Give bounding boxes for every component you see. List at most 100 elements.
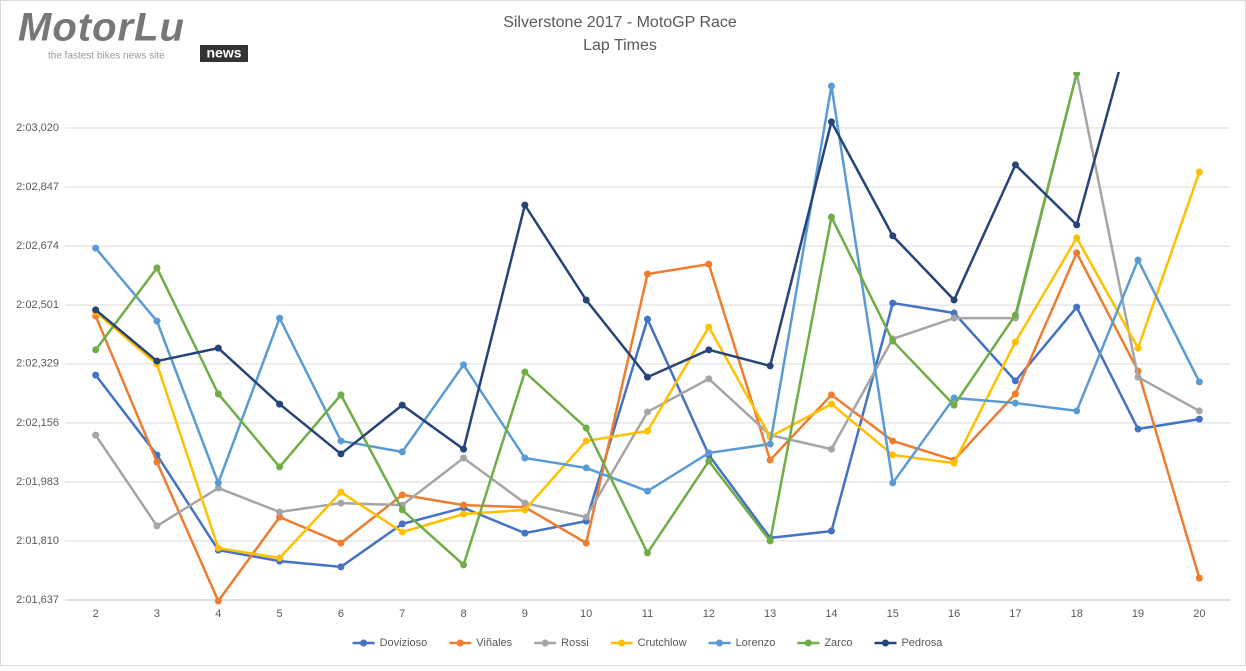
plot-area [92, 72, 1203, 605]
data-point [276, 508, 284, 516]
data-point [521, 368, 529, 376]
data-point [276, 513, 284, 521]
data-point [1195, 378, 1203, 386]
data-point [889, 232, 897, 240]
legend-label: Pedrosa [901, 637, 943, 649]
data-point [889, 299, 897, 307]
data-point [337, 391, 345, 399]
data-point [644, 427, 651, 435]
data-point [582, 464, 590, 472]
data-point [337, 488, 345, 496]
x-tick-label: 17 [1009, 608, 1021, 620]
data-point [950, 314, 958, 322]
legend-item: Lorenzo [708, 637, 776, 649]
x-tick-label: 18 [1071, 608, 1083, 620]
data-point [827, 213, 835, 221]
data-point [950, 309, 958, 317]
data-point [582, 539, 590, 547]
legend-dot [541, 639, 549, 647]
data-point [1134, 256, 1142, 264]
data-point [92, 346, 100, 354]
data-point [460, 561, 468, 569]
data-point [705, 323, 713, 331]
data-point [582, 437, 590, 445]
data-point [460, 454, 468, 462]
data-point [1134, 344, 1142, 352]
x-tick-label: 14 [825, 608, 837, 620]
data-point [398, 520, 406, 528]
data-point [950, 296, 958, 304]
data-point [92, 306, 100, 314]
data-point [214, 344, 222, 352]
legend-label: Lorenzo [736, 637, 776, 649]
legend-dot [881, 639, 889, 647]
data-point [153, 264, 161, 272]
data-point [276, 314, 284, 322]
data-point [582, 424, 590, 432]
chart-title: Silverstone 2017 - MotoGP Race [503, 14, 737, 31]
data-point [705, 375, 713, 383]
legend-item: Pedrosa [874, 637, 943, 649]
data-point [276, 400, 284, 408]
data-point [398, 491, 406, 499]
data-point [827, 400, 835, 408]
legend-item: Viñales [449, 637, 513, 649]
x-tick-label: 9 [522, 608, 528, 620]
data-point [705, 346, 713, 354]
x-tick-label: 12 [703, 608, 715, 620]
data-point [827, 391, 835, 399]
data-point [92, 371, 100, 379]
legend-dot [618, 639, 626, 647]
x-tick-label: 11 [642, 608, 653, 620]
data-point [1073, 234, 1081, 242]
data-point [460, 510, 468, 518]
data-point [276, 554, 284, 562]
data-point [214, 484, 222, 492]
data-point [1073, 221, 1081, 229]
chart-subtitle: Lap Times [583, 37, 657, 54]
x-tick-label: 8 [460, 608, 466, 620]
legend-dot [716, 639, 724, 647]
data-point [766, 537, 774, 545]
y-tick-label: 2:02,674 [16, 240, 59, 252]
data-point [214, 390, 222, 398]
data-point [398, 506, 406, 514]
data-point [950, 459, 958, 467]
data-point [337, 499, 345, 507]
x-tick-label: 6 [338, 608, 344, 620]
data-point [582, 513, 590, 521]
data-point [827, 445, 835, 453]
data-point [521, 454, 529, 462]
data-point [1195, 407, 1203, 415]
data-point [460, 445, 468, 453]
legend-item: Zarco [797, 637, 852, 649]
data-point [1134, 425, 1142, 433]
data-point [705, 260, 713, 268]
data-point [398, 528, 406, 536]
series-line [94, 72, 1121, 456]
y-tick-label: 2:02,501 [16, 299, 59, 311]
data-point [889, 479, 897, 487]
data-point [889, 337, 897, 345]
legend-label: Rossi [561, 637, 589, 649]
logo-tagline: the fastest bikes news site [48, 51, 165, 62]
legend-label: Viñales [476, 637, 512, 649]
y-tick-label: 2:02,329 [16, 358, 59, 370]
x-tick-label: 10 [580, 608, 592, 620]
data-point [276, 463, 284, 471]
data-point [153, 357, 161, 365]
data-point [950, 394, 958, 402]
logo-brand: MotorLu [18, 6, 185, 50]
x-tick-label: 7 [399, 608, 405, 620]
data-point [214, 544, 222, 552]
data-point [827, 82, 835, 90]
data-point [521, 506, 529, 514]
legend-item: Rossi [534, 637, 589, 649]
data-point [337, 539, 345, 547]
data-point [889, 437, 897, 445]
data-point [153, 522, 161, 530]
y-tick-label: 2:01,637 [16, 594, 59, 606]
data-point [644, 487, 651, 495]
legend-label: Crutchlow [638, 637, 687, 649]
